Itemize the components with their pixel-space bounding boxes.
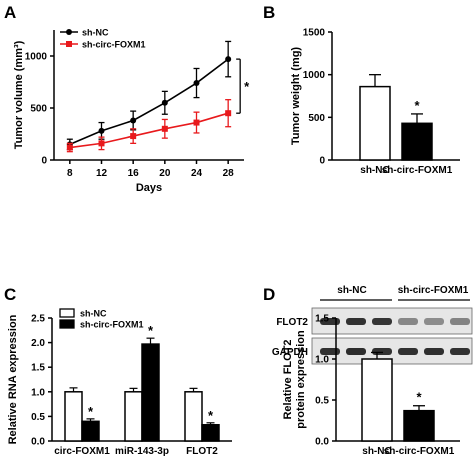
- bar-miR-143-3p-sh-circ-FOXM1: [141, 343, 160, 442]
- blot-band: [346, 348, 366, 355]
- y-tick-label-c: 1.5: [31, 363, 45, 374]
- x-tick-label-c: FLOT2: [186, 446, 218, 457]
- data-point-sh-circ-FOXM1: [66, 144, 73, 151]
- bar-FLOT2-sh-circ-FOXM1: [201, 424, 220, 442]
- chart-d: 0.0 0.5 1.0 1.5 Relative FLOT2 protein expres…: [282, 314, 460, 457]
- legend-marker: [66, 29, 72, 35]
- blot-band: [450, 348, 470, 355]
- x-tick-label: sh-circ-FOXM1: [382, 165, 453, 176]
- y-tick-label: 0.5: [315, 396, 329, 407]
- x-tick-label-a: 16: [128, 168, 140, 179]
- blot-band: [398, 318, 418, 325]
- panel-label-a: A: [4, 3, 16, 22]
- data-point-sh-circ-FOXM1: [225, 110, 232, 117]
- x-tick-label: sh-NC: [360, 165, 389, 176]
- y-tick-label: 1500: [303, 28, 326, 39]
- y-axis-title: Relative FLOT2: [282, 339, 294, 419]
- data-point-sh-circ-FOXM1: [98, 140, 105, 147]
- y-axis-title-a: Tumor volume (mm³): [13, 40, 25, 149]
- blot-row-label: FLOT2: [276, 317, 308, 328]
- blot-band: [424, 348, 444, 355]
- y-tick-label-c: 0.0: [31, 437, 45, 448]
- data-point-sh-NC: [225, 56, 232, 63]
- significance-mark: *: [414, 98, 420, 113]
- bar-sh-circ-FOXM1: [403, 409, 435, 442]
- y-tick-label-c: 2.0: [31, 338, 45, 349]
- legend-label: sh-NC: [82, 28, 109, 38]
- data-point-sh-circ-FOXM1: [193, 119, 200, 126]
- blot-band: [424, 318, 444, 325]
- bar-circ-FOXM1-sh-circ-FOXM1: [81, 420, 100, 442]
- blot-band: [450, 318, 470, 325]
- bar-sh-NC: [359, 85, 391, 161]
- y-tick-label: 500: [308, 113, 325, 124]
- blot-band: [320, 318, 340, 325]
- y-tick-label-a: 0: [41, 156, 47, 167]
- y-axis-title-c: Relative RNA expression: [7, 314, 19, 444]
- x-tick-label-c: miR-143-3p: [115, 446, 169, 457]
- data-point-sh-circ-FOXM1: [130, 133, 137, 140]
- blot-row-label: GAPDH: [272, 347, 308, 358]
- data-point-sh-NC: [98, 127, 105, 134]
- data-point-sh-NC: [130, 117, 137, 124]
- x-tick-label-a: 24: [191, 168, 203, 179]
- y-tick-label: 1.5: [315, 314, 329, 325]
- y-tick-label: 1000: [303, 70, 326, 81]
- significance-mark: *: [88, 404, 94, 419]
- y-tick-label: 0: [319, 156, 325, 167]
- legend-swatch: [59, 319, 75, 329]
- x-axis-title-a: Days: [136, 182, 162, 194]
- significance-mark: *: [148, 323, 154, 338]
- data-point-sh-NC: [161, 99, 168, 106]
- significance-mark: *: [416, 390, 422, 405]
- y-tick-label-a: 500: [30, 104, 47, 115]
- x-tick-label-c: circ-FOXM1: [54, 446, 110, 457]
- legend-swatch: [59, 308, 75, 318]
- bar-sh-NC: [361, 358, 393, 442]
- y-tick-label: 0.0: [315, 437, 329, 448]
- data-point-sh-circ-FOXM1: [161, 125, 168, 132]
- blot-band: [346, 318, 366, 325]
- x-tick-label-a: 8: [67, 168, 73, 179]
- bar-sh-circ-FOXM1: [401, 122, 433, 161]
- legend-label: sh-NC: [80, 309, 107, 319]
- significance-mark: *: [208, 408, 214, 423]
- significance-mark: *: [244, 79, 250, 94]
- panel-label-d: D: [263, 285, 275, 304]
- y-tick-label-c: 0.5: [31, 412, 45, 423]
- x-tick-label-a: 12: [96, 168, 108, 179]
- panel-label-b: B: [263, 3, 275, 22]
- legend-label: sh-circ-FOXM1: [80, 320, 144, 330]
- x-tick-label: sh-circ-FOXM1: [384, 446, 455, 457]
- bar-circ-FOXM1-sh-NC: [64, 391, 83, 442]
- chart-a: 0 500 1000 8 12 16 20 24 28 Days Tumor volume (mm³…: [13, 28, 250, 195]
- blot-group-label: sh-circ-FOXM1: [398, 285, 469, 296]
- x-tick-label-a: 20: [159, 168, 171, 179]
- blot-band: [320, 348, 340, 355]
- blot-band: [372, 318, 392, 325]
- bar-miR-143-3p-sh-NC: [124, 391, 143, 442]
- y-tick-label-c: 1.0: [31, 387, 45, 398]
- data-point-sh-NC: [193, 80, 200, 87]
- y-axis-title: Tumor weight (mg): [290, 47, 302, 146]
- blot-band: [372, 348, 392, 355]
- legend-label: sh-circ-FOXM1: [82, 40, 146, 50]
- x-tick-label: sh-NC: [362, 446, 391, 457]
- bar-FLOT2-sh-NC: [184, 391, 203, 442]
- x-tick-label-a: 28: [223, 168, 235, 179]
- series-line-sh-circ-FOXM1: [69, 112, 229, 149]
- legend-marker: [66, 41, 72, 47]
- y-axis-title: protein expression: [295, 330, 307, 429]
- y-tick-label-a: 1000: [25, 52, 48, 63]
- panel-label-c: C: [4, 285, 16, 304]
- blot-group-label: sh-NC: [337, 285, 366, 296]
- chart-c: 0.0 0.5 1.0 1.5 2.0 2.5 Relative RNA expressio…: [7, 308, 232, 457]
- y-tick-label-c: 2.5: [31, 314, 45, 325]
- series-line-sh-NC: [69, 58, 229, 146]
- blot-band: [398, 348, 418, 355]
- y-tick-label: 1.0: [315, 355, 329, 366]
